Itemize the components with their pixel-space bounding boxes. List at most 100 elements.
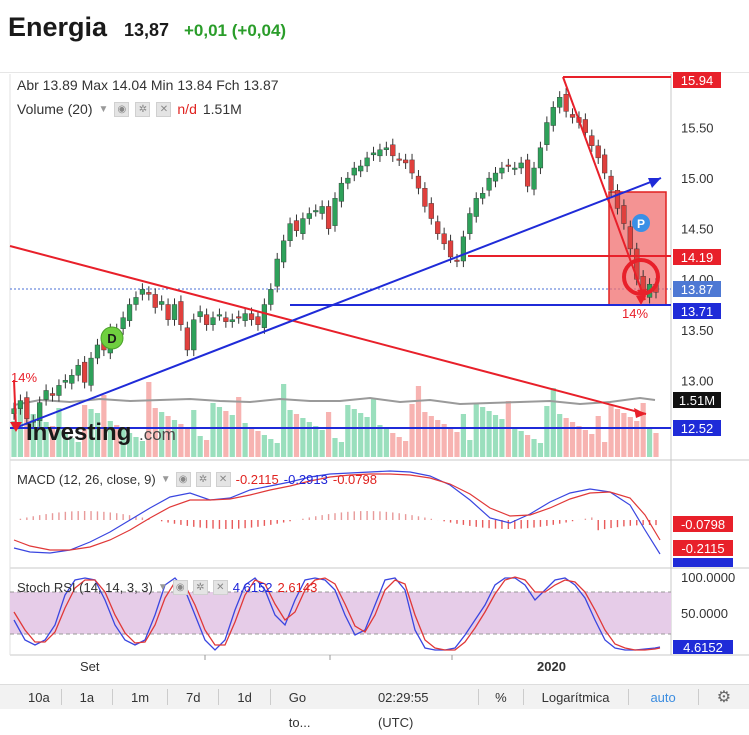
macd-hist-bar <box>103 512 104 520</box>
price-tick-label: 13.50 <box>681 323 714 338</box>
close-icon[interactable]: ✕ <box>156 102 171 117</box>
volume-label[interactable]: Volume (20) <box>17 101 92 117</box>
macd-hist-bar <box>482 520 483 528</box>
volume-bar <box>615 409 620 457</box>
macd-hist-bar <box>174 520 175 524</box>
candle <box>236 317 241 319</box>
stoch-tick-50: 50.0000 <box>681 606 728 621</box>
eye-icon[interactable]: ◉ <box>173 580 188 595</box>
x-label-set: Set <box>80 659 100 674</box>
macd-hist-bar <box>341 512 342 520</box>
eye-icon[interactable]: ◉ <box>114 102 129 117</box>
macd-hist-bar <box>270 520 271 525</box>
volume-bar <box>403 441 408 457</box>
range-1m[interactable]: 1m <box>113 685 167 710</box>
candle <box>76 365 81 375</box>
volume-bar <box>262 435 267 457</box>
candle <box>416 176 421 188</box>
macd-hist-bar <box>443 520 444 521</box>
close-icon[interactable]: ✕ <box>216 472 231 487</box>
macd-hist-bar <box>604 520 605 529</box>
macd-hist-bar <box>212 520 213 529</box>
range-1d[interactable]: 1d <box>219 685 269 710</box>
volume-bar <box>300 418 305 457</box>
macd-hist-bar <box>405 514 406 520</box>
candle <box>24 398 29 419</box>
volume-bar <box>345 405 350 457</box>
volume-bar <box>608 405 613 457</box>
gear-icon[interactable]: ✲ <box>193 580 208 595</box>
left-drop-line[interactable] <box>14 380 16 428</box>
candle <box>95 345 100 358</box>
volume-bar <box>352 409 357 457</box>
volume-bar <box>647 429 652 457</box>
candle <box>82 362 87 382</box>
candle <box>307 214 312 219</box>
macd-label[interactable]: MACD (12, 26, close, 9) <box>17 472 156 487</box>
macd-hist-bar <box>264 520 265 526</box>
macd-hist-bar <box>488 520 489 528</box>
macd-hist-bar <box>559 520 560 524</box>
candle <box>467 214 472 234</box>
stoch-label[interactable]: Stoch RSI (14, 14, 3, 3) <box>17 580 153 595</box>
range-1a[interactable]: 1a <box>62 685 112 710</box>
chevron-down-icon[interactable]: ▼ <box>158 582 168 593</box>
candle <box>44 390 49 399</box>
eye-icon[interactable]: ◉ <box>176 472 191 487</box>
candle <box>262 305 267 328</box>
candle <box>480 193 485 198</box>
candle <box>544 123 549 145</box>
percent-toggle[interactable]: % <box>479 685 523 710</box>
volume-bar <box>210 403 215 457</box>
blue-uptrend-line[interactable] <box>15 178 661 428</box>
stoch-value-2: 2.6143 <box>278 580 318 595</box>
macd-hist-bar <box>232 520 233 529</box>
volume-bar <box>525 435 530 457</box>
gear-icon[interactable]: ⚙ <box>699 685 749 710</box>
volume-bar <box>294 414 299 457</box>
macd-hist-bar <box>309 517 310 520</box>
macd-hist-bar <box>379 511 380 520</box>
candle <box>609 176 614 190</box>
candle <box>378 150 383 156</box>
macd-hist-bar <box>540 520 541 527</box>
candle <box>50 393 55 395</box>
volume-bar <box>628 417 633 457</box>
volume-bar <box>326 412 331 457</box>
macd-hist-bar <box>655 520 656 525</box>
candle <box>333 198 338 225</box>
macd-hist-bar <box>373 511 374 520</box>
macd-hist-bar <box>533 520 534 528</box>
candle <box>628 227 633 249</box>
macd-hist-bar <box>84 511 85 520</box>
macd-hist-bar <box>360 511 361 520</box>
candle <box>352 168 357 175</box>
macd-tag-signal <box>673 558 733 567</box>
macd-hist-bar <box>238 520 239 529</box>
gear-icon[interactable]: ✲ <box>196 472 211 487</box>
auto-toggle[interactable]: auto <box>628 685 697 710</box>
range-7d[interactable]: 7d <box>168 685 218 710</box>
close-value: Fch 13.87 <box>216 77 278 93</box>
candle <box>538 148 543 168</box>
macd-hist-bar <box>572 520 573 521</box>
gear-icon[interactable]: ✲ <box>135 102 150 117</box>
price-tick-label: 15.00 <box>681 171 714 186</box>
candle <box>487 178 492 190</box>
volume-bar <box>519 431 524 457</box>
candle <box>384 148 389 150</box>
volume-bar <box>634 421 639 457</box>
macd-hist-bar <box>97 511 98 520</box>
chevron-down-icon[interactable]: ▼ <box>161 474 171 485</box>
macd-hist-bar <box>277 520 278 524</box>
macd-hist-bar <box>630 520 631 526</box>
log-toggle[interactable]: Logarítmica <box>524 685 628 710</box>
range-10a[interactable]: 10a <box>0 685 61 710</box>
macd-hist-bar <box>78 511 79 520</box>
volume-ma-line <box>14 398 655 405</box>
macd-hist-bar <box>508 520 509 529</box>
chevron-down-icon[interactable]: ▼ <box>98 104 108 115</box>
close-icon[interactable]: ✕ <box>213 580 228 595</box>
macd-hist-bar <box>520 520 521 529</box>
go-to-button[interactable]: Go to... <box>271 685 346 710</box>
